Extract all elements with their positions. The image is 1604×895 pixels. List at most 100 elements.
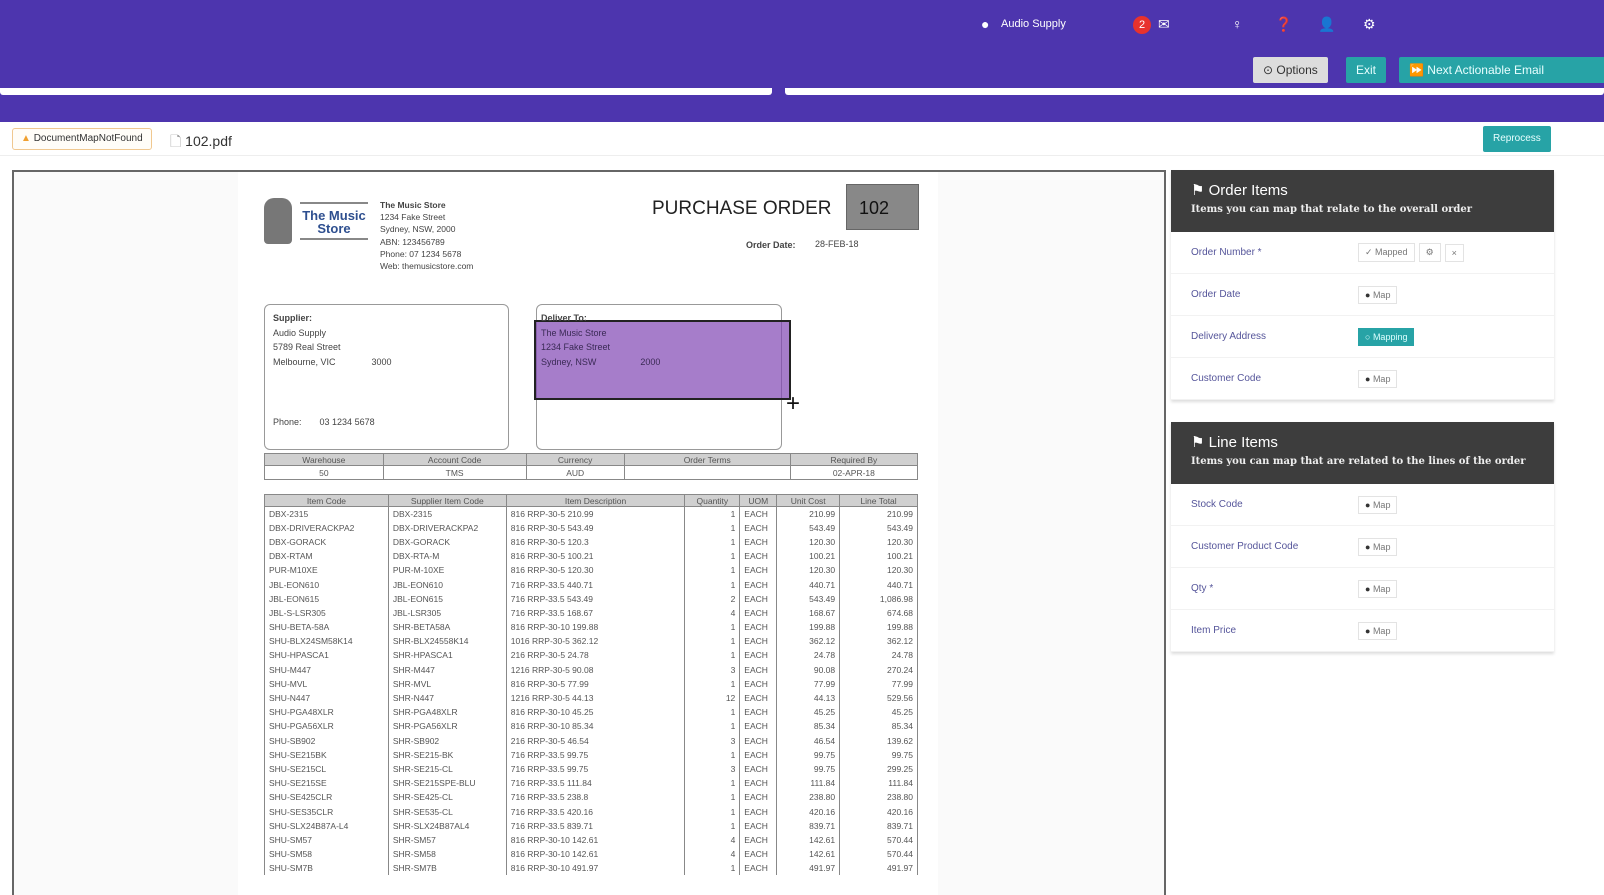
user-icon[interactable]: 👤 (1318, 16, 1336, 32)
table-row: DBX-2315 DBX-2315 816 RRP-30-5 210.99 1 EACH… (264, 506, 918, 521)
uom: EACH (739, 520, 778, 535)
section-title: Order Items (1208, 182, 1288, 199)
mapping-row: Customer Product Code ● Map (1171, 526, 1554, 568)
field-label-order-date: Order Date (1191, 289, 1241, 300)
col-header: Warehouse (264, 453, 384, 466)
item-description: 816 RRP-30-10 491.97 (505, 861, 686, 876)
item-description: 716 RRP-33.5 420.16 (505, 804, 686, 819)
item-code: SHU-BLX24SM58K14 (264, 634, 389, 649)
uom: EACH (739, 861, 778, 876)
mapping-selection-region[interactable] (534, 320, 791, 400)
quantity: 1 (684, 620, 741, 635)
plus-circle-icon: ● (1365, 541, 1373, 552)
quantity: 3 (684, 662, 741, 677)
notification-badge[interactable]: 2 (1133, 16, 1151, 34)
next-actionable-email-button[interactable]: ⏩ Next Actionable Email (1399, 57, 1604, 83)
map-button[interactable]: ● Map (1358, 285, 1398, 304)
uom: EACH (739, 563, 778, 578)
section-subtitle: Items you can map that are related to th… (1191, 456, 1526, 467)
quantity: 4 (684, 605, 741, 620)
col-header: Unit Cost (776, 494, 841, 507)
table-row: DBX-GORACK DBX-GORACK 816 RRP-30-5 120.3 1 E… (264, 534, 918, 550)
item-code: SHU-SE215CL (264, 761, 389, 777)
supplier-item-code: DBX-DRIVERACKPA2 (387, 520, 507, 535)
field-label-qty: Qty * (1191, 583, 1214, 594)
item-description: 716 RRP-33.5 99.75 (505, 761, 686, 777)
item-description: 716 RRP-33.5 440.71 (505, 577, 686, 592)
mapping-row: Delivery Address ○ Mapping (1171, 316, 1554, 358)
close-icon[interactable]: × (1444, 243, 1464, 262)
supplier-item-code: DBX-GORACK (387, 534, 507, 550)
unit-cost: 440.71 (776, 577, 841, 592)
quantity: 1 (684, 861, 741, 876)
deliver-street: 1234 Fake Street (541, 342, 611, 352)
mapping-row: Qty * ● Map (1171, 568, 1554, 610)
gear-icon[interactable]: ⚙ (1363, 16, 1376, 32)
table-row: DBX-DRIVERACKPA2 DBX-DRIVERACKPA2 816 RRP-… (264, 520, 918, 535)
line-total: 24.78 (839, 648, 918, 663)
item-code: PUR-M10XE (264, 563, 389, 578)
supplier-item-code: SHR-HPASCA1 (387, 648, 507, 663)
item-description: 216 RRP-30-5 24.78 (505, 648, 686, 663)
line-total: 440.71 (839, 577, 918, 592)
line-total: 238.80 (839, 790, 918, 805)
pdf-page[interactable]: The Music Store The Music Store 1234 Fak… (238, 172, 938, 895)
item-code: SHU-SLX24B87A-L4 (264, 818, 389, 833)
mapped-button[interactable]: ✓ Mapped (1358, 243, 1415, 262)
quantity: 1 (684, 776, 741, 791)
uom: EACH (739, 804, 778, 819)
field-label-delivery-address: Delivery Address (1191, 331, 1267, 342)
line-items-header: ⚑ Line Items Items you can map that are r… (1171, 422, 1554, 484)
lightbulb-icon[interactable]: ♀ (1232, 16, 1243, 32)
supplier-item-code: DBX-RTA-M (387, 549, 507, 564)
uom: EACH (739, 776, 778, 791)
mapping-button[interactable]: ○ Mapping (1358, 327, 1415, 346)
order-terms (623, 465, 791, 480)
quantity: 12 (684, 690, 741, 706)
table-row: SHU-SLX24B87A-L4 SHR-SLX24B87AL4 716 RRP-3… (264, 818, 918, 833)
supplier-item-code: SHR-N447 (387, 690, 507, 706)
company-name[interactable]: Audio Supply (1001, 18, 1066, 30)
supplier-item-code: JBL-LSR305 (387, 605, 507, 620)
supplier-item-code: SHR-SE535-CL (387, 804, 507, 819)
settings-icon[interactable]: ⚙ (1418, 243, 1441, 262)
item-code: SHU-BETA-58A (264, 620, 389, 635)
mapping-row: Stock Code ● Map (1171, 484, 1554, 526)
map-button[interactable]: ● Map (1358, 537, 1398, 556)
uom: EACH (739, 719, 778, 734)
supplier-city: Melbourne, VIC (273, 356, 336, 367)
supplier-item-code: SHR-SE425-CL (387, 790, 507, 805)
reprocess-button[interactable]: Reprocess (1483, 126, 1551, 152)
uom: EACH (739, 577, 778, 592)
map-button[interactable]: ● Map (1358, 369, 1398, 388)
supplier-item-code: SHR-SE215SPE-BLU (387, 776, 507, 791)
exit-button[interactable]: Exit (1346, 57, 1387, 83)
map-button[interactable]: ● Map (1358, 621, 1398, 640)
mail-icon[interactable]: ✉ (1158, 16, 1170, 32)
store-abn: ABN: 123456789 (380, 236, 445, 247)
map-button[interactable]: ● Map (1358, 495, 1398, 514)
field-label-order-number: Order Number * (1191, 247, 1262, 258)
supplier-item-code: SHR-SM57 (387, 832, 507, 847)
supplier-item-code: SHR-SLX24B87AL4 (387, 818, 507, 833)
table-row: PUR-M10XE PUR-M-10XE 816 RRP-30-5 120.30 1 E… (264, 563, 918, 578)
line-total: 210.99 (839, 506, 918, 521)
line-total: 570.44 (839, 832, 918, 847)
item-code: SHU-HPASCA1 (264, 648, 389, 663)
help-icon[interactable]: ❓ (1275, 16, 1293, 32)
col-header: Order Terms (623, 453, 791, 466)
line-total: 100.21 (839, 549, 918, 564)
unit-cost: 142.61 (776, 832, 841, 847)
store-address: 1234 Fake Street (380, 212, 446, 223)
item-code: JBL-EON615 (264, 591, 389, 606)
item-code: SHU-SE215SE (264, 776, 389, 791)
pdf-file-icon: 🗋 (170, 133, 182, 149)
map-button[interactable]: ● Map (1358, 579, 1398, 598)
quantity: 1 (684, 747, 741, 762)
quantity: 1 (684, 634, 741, 649)
options-button[interactable]: ⊙ Options (1253, 57, 1328, 83)
unit-cost: 120.30 (776, 534, 841, 550)
table-row: SHU-HPASCA1 SHR-HPASCA1 216 RRP-30-5 24.78… (264, 648, 918, 663)
supplier-item-code: SHR-PGA48XLR (387, 705, 507, 720)
unit-cost: 238.80 (776, 790, 841, 805)
